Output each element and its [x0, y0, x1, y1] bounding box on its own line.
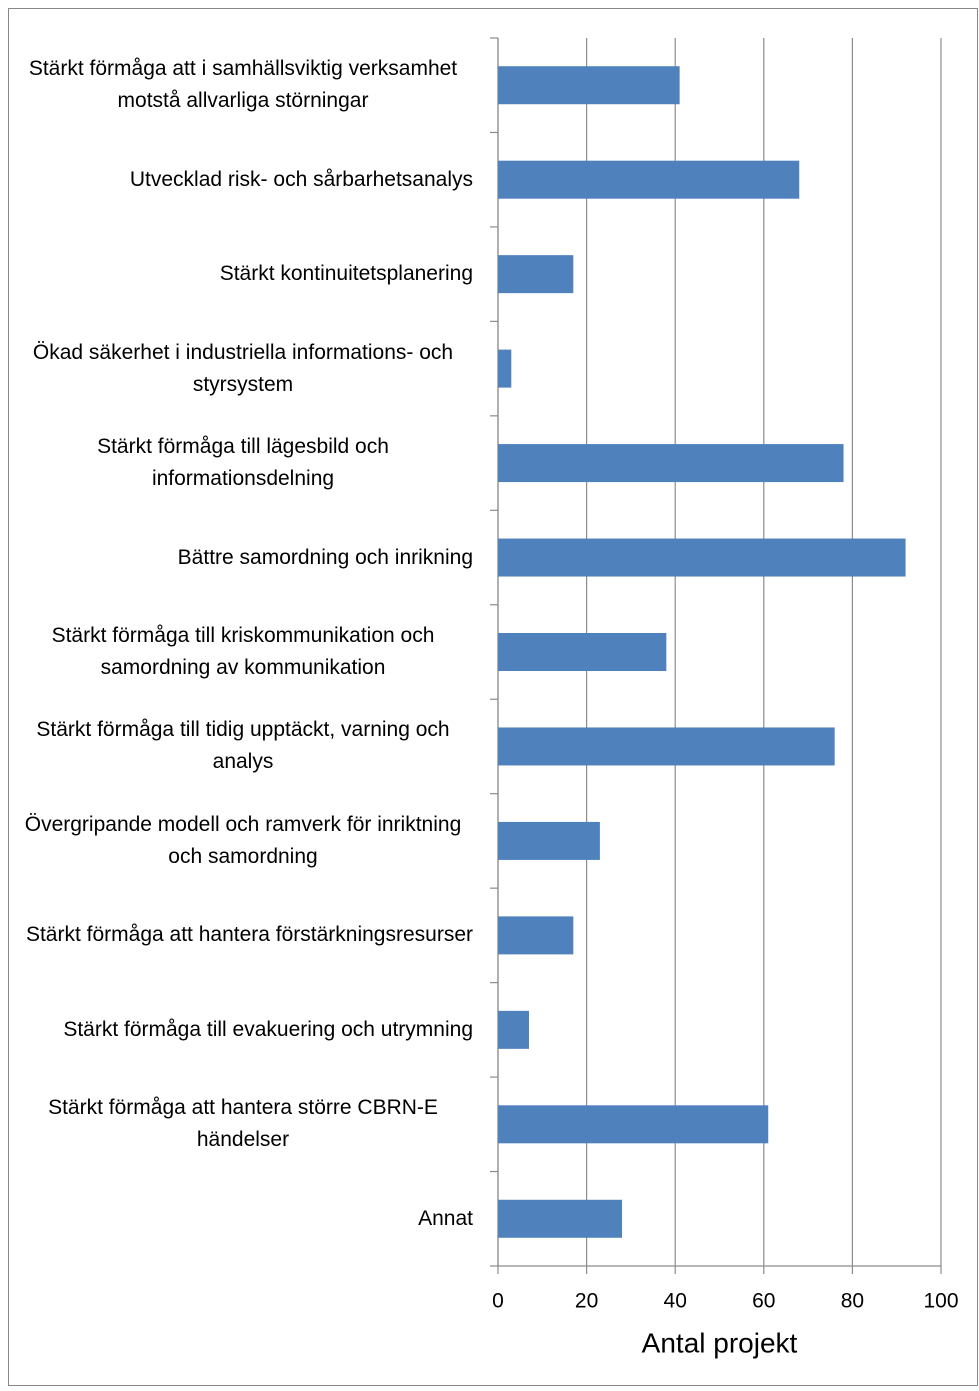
bar	[498, 349, 512, 388]
x-tick-label: 0	[492, 1290, 504, 1313]
bar	[498, 255, 574, 294]
y-tick-label-box: Stärkt förmåga till tidig upptäckt, varn…	[13, 699, 473, 793]
y-tick-label: Utvecklad risk- och sårbarhetsanalys	[129, 167, 473, 191]
x-tick-label: 100	[923, 1290, 958, 1313]
x-tick-label: 80	[841, 1290, 864, 1313]
x-axis-title: Antal projekt	[642, 1327, 798, 1358]
bar	[498, 538, 906, 577]
y-tick-label: Stärkt förmåga att hantera förstärknings…	[25, 923, 473, 947]
bar	[498, 444, 844, 483]
y-tick-label-box: Annat	[13, 1172, 473, 1266]
x-tick-label: 40	[664, 1290, 687, 1313]
chart-border	[8, 8, 978, 1386]
y-tick-label: Stärkt förmåga till lägesbild och inform…	[97, 435, 389, 491]
y-tick-label: Stärkt förmåga att hantera större CBRN-E…	[48, 1096, 438, 1152]
bar	[498, 1105, 769, 1144]
bar	[498, 821, 600, 860]
y-tick-label: Ökad säkerhet i industriella information…	[32, 340, 454, 396]
y-tick-label-box: Stärkt förmåga att hantera förstärknings…	[13, 888, 473, 982]
y-tick-label-box: Stärkt förmåga att i samhällsviktig verk…	[13, 38, 473, 132]
y-tick-label-box: Övergripande modell och ramverk för inri…	[13, 794, 473, 888]
y-tick-label-box: Stärkt förmåga till lägesbild och inform…	[13, 416, 473, 510]
bar	[498, 160, 800, 199]
bar	[498, 916, 574, 955]
y-tick-label-box: Stärkt förmåga till evakuering och utrym…	[13, 983, 473, 1077]
y-tick-label: Annat	[418, 1206, 473, 1230]
y-tick-label: Bättre samordning och inrikning	[177, 545, 473, 569]
y-tick-label-box: Stärkt förmåga till kriskommunikation oc…	[13, 605, 473, 699]
x-tick-label: 60	[752, 1290, 775, 1313]
bar	[498, 1199, 623, 1238]
y-tick-label-box: Stärkt kontinuitetsplanering	[13, 227, 473, 321]
y-tick-label: Stärkt förmåga till kriskommunikation oc…	[51, 624, 435, 679]
y-tick-label: Stärkt förmåga till tidig upptäckt, varn…	[36, 718, 450, 774]
x-tick-label: 20	[575, 1290, 598, 1313]
bar	[498, 633, 667, 671]
y-tick-label: Stärkt förmåga att i samhällsviktig verk…	[28, 57, 458, 113]
y-tick-label-box: Utvecklad risk- och sårbarhetsanalys	[13, 133, 473, 227]
bar	[498, 66, 680, 105]
bar	[498, 1010, 530, 1049]
y-tick-label-box: Bättre samordning och inrikning	[13, 511, 473, 605]
y-tick-label-box: Stärkt förmåga att hantera större CBRN-E…	[13, 1077, 473, 1171]
y-tick-label: Övergripande modell och ramverk för inri…	[24, 812, 462, 868]
bar	[498, 727, 835, 766]
y-tick-label: Stärkt förmåga till evakuering och utrym…	[63, 1017, 473, 1041]
y-tick-label: Stärkt kontinuitetsplanering	[219, 262, 473, 286]
y-tick-label-box: Ökad säkerhet i industriella information…	[13, 322, 473, 416]
